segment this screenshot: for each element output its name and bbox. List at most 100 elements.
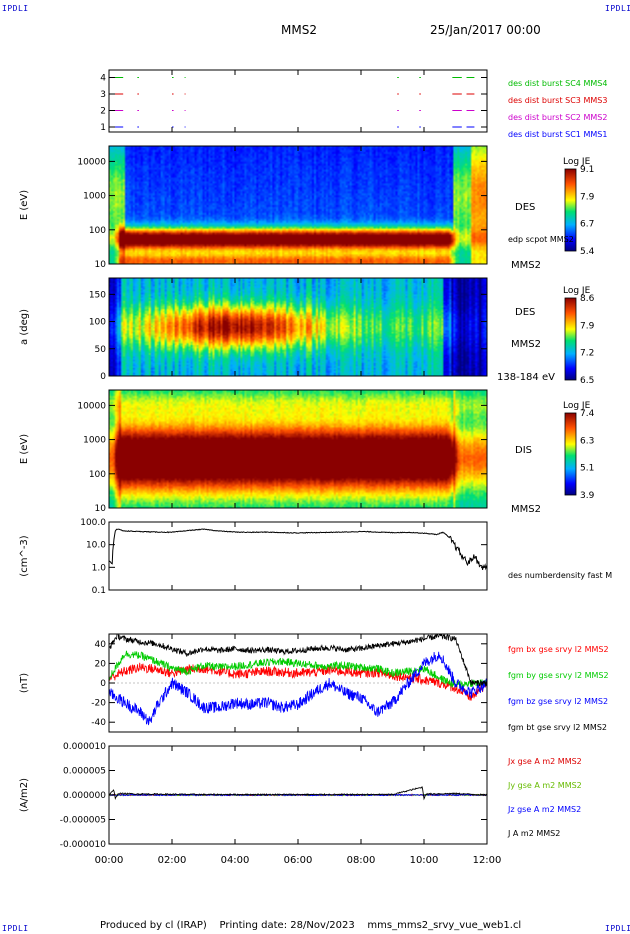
current-ytick-label: 0.000000 [63,791,106,801]
bfield-ylabel: (nT) [19,673,30,693]
des-pitch-energy-range-label: 138-184 eV [497,372,555,383]
bfield-ytick-label: 0 [100,679,106,689]
des-pitch-colorbar-tick-label: 6.5 [580,376,594,386]
des-energy-colorbar-tick-label: 9.1 [580,165,594,175]
dis-energy-heatmap-image [109,390,487,508]
current-ytick-label: -0.000010 [60,840,106,850]
dis-energy-ytick-label: 100 [89,470,106,480]
des-energy-ytick-label: 1000 [83,192,106,202]
dis-energy-ylabel: E (eV) [19,434,30,464]
des-energy-colorbar [564,168,577,252]
bfield-legend-entry: fgm by gse srvy l2 MMS2 [508,671,609,680]
current-ytick-label: -0.000005 [60,816,106,826]
bfield-legend-entry: fgm bz gse srvy l2 MMS2 [508,697,608,706]
des-pitch-ytick-label: 100 [89,318,106,328]
dis-energy-colorbar-tick-label: 7.4 [580,409,595,419]
des-pitch-ytick-label: 50 [95,345,107,355]
des-energy-ytick-label: 10000 [77,157,106,167]
time-axis-tick-label: 08:00 [347,855,376,866]
time-axis-tick-label: 00:00 [95,855,124,866]
des-pitch-colorbar-tick-label: 7.9 [580,321,595,331]
corner-label-top-left: IPDLI [2,4,29,13]
des-pitch-spacecraft-label: MMS2 [511,339,541,350]
date-title: 25/Jan/2017 00:00 [430,23,541,37]
current-legend-entry: Jy gse A m2 MMS2 [507,781,582,790]
des-energy-colorbar-tick-label: 5.4 [580,247,595,257]
des-pitch-colorbar-tick-label: 8.6 [580,294,595,304]
bfield-ytick-label: 40 [95,640,107,650]
burst-legend-entry: des dist burst SC2 MMS2 [508,113,607,122]
burst-legend-entry: des dist burst SC1 MMS1 [508,130,607,139]
burst-ytick-label: 1 [100,123,106,133]
des-energy-ytick-label: 100 [89,226,106,236]
current-legend-entry: J A m2 MMS2 [507,829,560,838]
corner-label-bottom-right: IPDLI [605,924,630,933]
density-ytick-label: 100.0 [80,518,106,528]
footer-producer: Produced by cl (IRAP) [100,920,207,931]
des-energy-label: DES [515,202,535,213]
current-series-line [108,786,488,801]
time-axis-tick-label: 10:00 [410,855,439,866]
des-energy-heatmap-image [109,146,487,264]
des-energy-potential-label: edp scpot MMS2 [508,235,574,244]
des-pitch-label: DES [515,307,535,318]
des-pitch-heatmap-image [109,278,487,376]
des-pitch-colorbar [564,297,577,381]
current-ylabel: (A/m2) [19,778,30,812]
des-pitch-ytick-label: 0 [100,372,106,382]
des-energy-spacecraft-label: MMS2 [511,260,541,271]
bfield-series-line [108,662,488,701]
density-series-line [108,528,488,571]
bfield-legend-entry: fgm bx gse srvy l2 MMS2 [508,645,609,654]
spacecraft-title: MMS2 [281,23,317,37]
dis-energy-colorbar [564,412,577,496]
bfield-series-line [108,650,488,688]
des-pitch-colorbar-title: Log JE [563,286,591,296]
des-energy-ytick-label: 10 [95,260,107,270]
des-energy-colorbar-tick-label: 7.9 [580,192,595,202]
bfield-ytick-label: -20 [91,699,106,709]
burst-frame [108,69,488,133]
des-energy-ylabel: E (eV) [19,190,30,220]
density-ytick-label: 1.0 [92,563,107,573]
time-axis-tick-label: 06:00 [284,855,313,866]
current-ytick-label: 0.000005 [63,767,106,777]
burst-ytick-label: 3 [100,90,106,100]
des-energy-colorbar-title: Log JE [563,157,591,167]
bfield-ytick-label: 20 [95,659,107,669]
dis-energy-colorbar-tick-label: 6.3 [580,436,594,446]
current-ytick-label: 0.000010 [63,742,106,752]
dis-energy-ytick-label: 10000 [77,401,106,411]
burst-legend-entry: des dist burst SC3 MMS3 [508,96,607,105]
current-legend-entry: Jz gse A m2 MMS2 [507,805,581,814]
dis-energy-colorbar-tick-label: 3.9 [580,491,595,501]
time-axis-tick-label: 04:00 [221,855,250,866]
dis-energy-label: DIS [515,445,532,456]
des-energy-colorbar-tick-label: 6.7 [580,220,594,230]
density-ytick-label: 0.1 [92,586,106,596]
bfield-legend-entry: fgm bt gse srvy l2 MMS2 [508,723,607,732]
density-ylabel: (cm^-3) [19,535,30,576]
dis-energy-ytick-label: 1000 [83,436,106,446]
corner-label-top-right: IPDLI [605,4,630,13]
dis-energy-spacecraft-label: MMS2 [511,504,541,515]
density-legend-entry: des numberdensity fast M [508,571,612,580]
time-axis-tick-label: 12:00 [473,855,502,866]
current-legend-entry: Jx gse A m2 MMS2 [507,757,582,766]
corner-label-bottom-left: IPDLI [2,924,29,933]
bfield-ytick-label: -40 [91,718,106,728]
time-axis-tick-label: 02:00 [158,855,187,866]
des-pitch-colorbar-tick-label: 7.2 [580,349,594,359]
footer-print-date: Printing date: 28/Nov/2023 [219,920,355,931]
des-pitch-ylabel: a (deg) [19,309,30,345]
footer-line: Produced by cl (IRAP) Printing date: 28/… [100,920,521,931]
density-ytick-label: 10.0 [86,541,106,551]
bfield-series-line [108,651,488,726]
burst-legend-entry: des dist burst SC4 MMS4 [508,79,607,88]
burst-ytick-label: 4 [100,74,106,84]
footer-file-name: mms_mms2_srvy_vue_web1.cl [367,920,522,931]
dis-energy-colorbar-tick-label: 5.1 [580,464,594,474]
dis-energy-ytick-label: 10 [95,504,107,514]
